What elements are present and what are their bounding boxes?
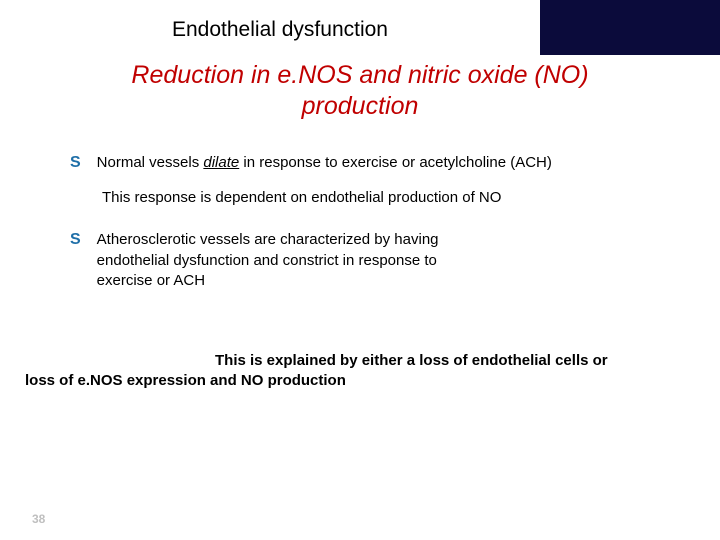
bullet-icon: S: [70, 153, 81, 174]
bullet-pre: Normal vessels: [97, 154, 204, 171]
bullet-item-2: S Atherosclerotic vessels are characteri…: [70, 230, 680, 291]
sub-line: This response is dependent on endothelia…: [102, 189, 680, 206]
slide-content: Endothelial dysfunction Reduction in e.N…: [0, 0, 720, 392]
bullet-text-2: Atherosclerotic vessels are characterize…: [97, 230, 457, 291]
page-number: 38: [32, 512, 45, 526]
bullet-text-1: Normal vessels dilate in response to exe…: [97, 153, 552, 173]
bullet-post: in response to exercise or acetylcholine…: [239, 154, 552, 171]
slide-subtitle: Reduction in e.NOS and nitric oxide (NO)…: [40, 60, 680, 123]
bullet-item-1: S Normal vessels dilate in response to e…: [70, 153, 680, 174]
bullet-em: dilate: [203, 154, 239, 171]
closing-text: This is explained by either a loss of en…: [25, 351, 680, 392]
closing-content: This is explained by either a loss of en…: [25, 352, 608, 389]
bullet-icon: S: [70, 230, 81, 251]
corner-decoration: [540, 0, 720, 55]
subtitle-line-2: production: [302, 92, 419, 120]
subtitle-line-1: Reduction in e.NOS and nitric oxide (NO): [131, 61, 588, 89]
